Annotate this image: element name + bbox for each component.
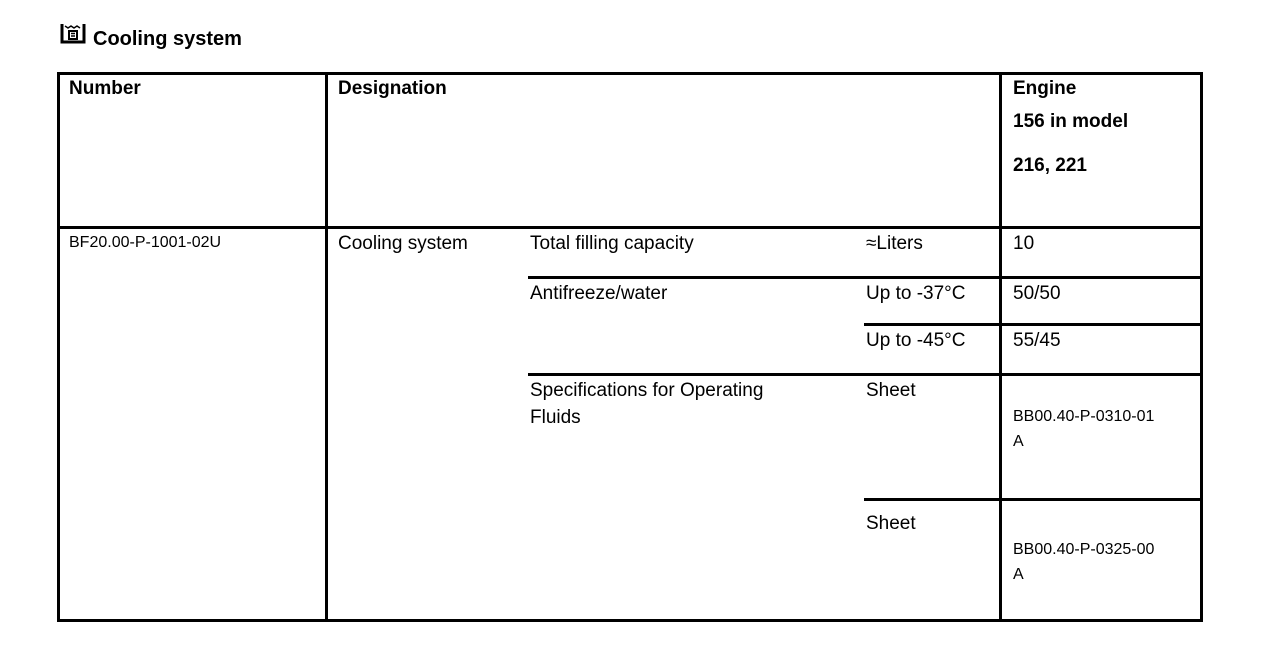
item-value: BB00.40-P-0325-00 [1013, 541, 1155, 558]
item-label: Antifreeze/water [530, 283, 668, 304]
item-value: 50/50 [1013, 283, 1061, 304]
row-number: BF20.00-P-1001-02U [69, 234, 222, 251]
item-value: A [1013, 433, 1024, 450]
row-designation: Cooling system [338, 233, 468, 254]
item-unit: ≈Liters [866, 233, 923, 254]
item-value: 55/45 [1013, 330, 1061, 351]
header-engine-model: 156 in model [1013, 111, 1129, 132]
item-label: Fluids [530, 407, 581, 428]
header-engine-models: 216, 221 [1013, 155, 1087, 176]
item-value: 10 [1013, 233, 1035, 254]
coolant-reservoir-icon [60, 22, 86, 44]
item-label: Total filling capacity [530, 233, 694, 254]
item-unit: Sheet [866, 380, 916, 401]
header-number: Number [69, 78, 141, 99]
page-title: Cooling system [93, 28, 242, 50]
item-unit: Up to -45°C [866, 330, 966, 351]
header-engine: Engine [1013, 78, 1077, 99]
item-label: Specifications for Operating [530, 380, 764, 401]
item-unit: Sheet [866, 513, 916, 534]
item-value: BB00.40-P-0310-01 [1013, 408, 1155, 425]
item-unit: Up to -37°C [866, 283, 966, 304]
header-designation: Designation [338, 78, 447, 99]
item-value: A [1013, 566, 1024, 583]
